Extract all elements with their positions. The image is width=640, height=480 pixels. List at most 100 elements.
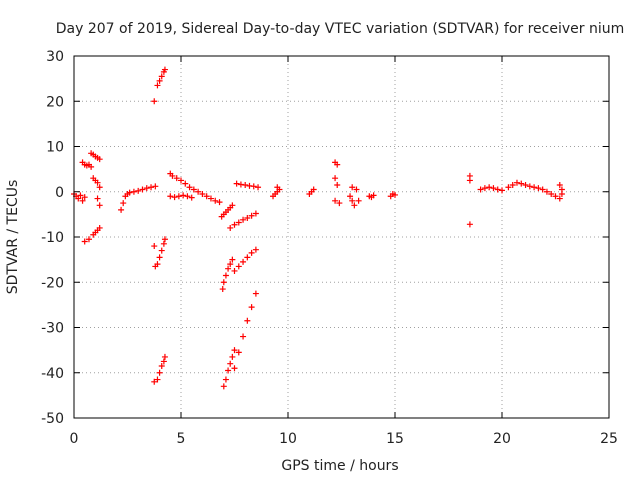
x-tick-label: 25 [600,431,618,447]
data-point [139,186,146,193]
data-point [255,184,262,191]
data-point [494,186,501,193]
data-point [130,188,137,195]
data-point [156,254,163,261]
data-point [207,195,214,202]
data-point [351,202,358,209]
data-point [96,202,103,209]
data-point [332,197,339,204]
data-point [235,349,242,356]
data-point [143,185,150,192]
data-point [222,272,229,279]
data-point [505,184,512,191]
data-point [526,183,533,190]
data-point [154,82,161,89]
data-point [334,161,341,168]
data-point [96,184,103,191]
data-point [353,186,360,193]
y-tick-label: -10 [41,230,64,246]
data-point [156,369,163,376]
data-point [171,194,178,201]
data-point [310,186,317,193]
data-point [184,193,191,200]
data-point [513,179,520,186]
data-point [231,267,238,274]
data-point [118,206,125,213]
data-point [225,367,232,374]
data-point [552,193,559,200]
data-point [158,73,165,80]
data-point [161,236,168,243]
data-point [199,191,206,198]
data-point [248,304,255,311]
data-point [250,183,257,190]
data-point [240,333,247,340]
data-point [466,177,473,184]
y-tick-label: 20 [46,94,64,110]
data-point [154,261,161,268]
data-point [81,238,88,245]
data-point [499,187,505,194]
data-point [240,258,247,265]
data-point [219,286,226,293]
y-tick-label: 0 [55,185,64,201]
data-point [252,210,259,217]
data-point [332,175,339,182]
data-point [154,376,161,383]
data-point [161,66,168,73]
y-tick-label: 30 [46,49,64,65]
data-point [392,191,398,198]
data-point [158,247,165,254]
data-point [96,224,103,231]
data-point [486,184,493,191]
data-point [88,163,95,170]
data-point [229,202,236,209]
data-point [227,224,234,231]
data-point [167,193,174,200]
data-point [548,191,555,198]
data-point [355,197,362,204]
data-point [244,317,251,324]
data-point [173,175,180,182]
data-point [180,192,187,199]
data-point [543,188,550,195]
x-tick-label: 20 [493,431,511,447]
data-point [175,193,182,200]
data-point [227,360,234,367]
data-point [231,365,238,372]
data-point [229,353,236,360]
data-point [477,186,484,193]
chart-title: Day 207 of 2019, Sidereal Day-to-day VTE… [56,21,625,37]
data-point [120,200,127,207]
data-point [227,261,234,268]
data-point [94,195,101,202]
data-point [203,193,210,200]
data-point [148,184,155,191]
data-point [349,184,356,191]
data-point [231,221,238,228]
data-point [77,192,84,199]
data-markers [71,66,565,390]
grid [74,56,609,418]
data-point [490,185,497,192]
data-point [252,246,259,253]
data-point [151,98,158,105]
data-point [190,186,197,193]
data-point [151,378,158,385]
data-point [535,185,542,192]
data-point [126,189,133,196]
data-point [518,180,525,187]
data-point [466,221,473,228]
data-point [556,181,563,188]
data-point [222,376,229,383]
data-point [558,191,565,198]
data-point [231,347,238,354]
data-point [233,180,240,187]
x-axis-label: GPS time / hours [281,458,398,474]
data-point [96,156,103,163]
data-point [349,197,356,204]
x-tick-label: 0 [70,431,79,447]
data-point [182,180,189,187]
data-point [85,236,92,243]
y-tick-label: -40 [41,366,64,382]
